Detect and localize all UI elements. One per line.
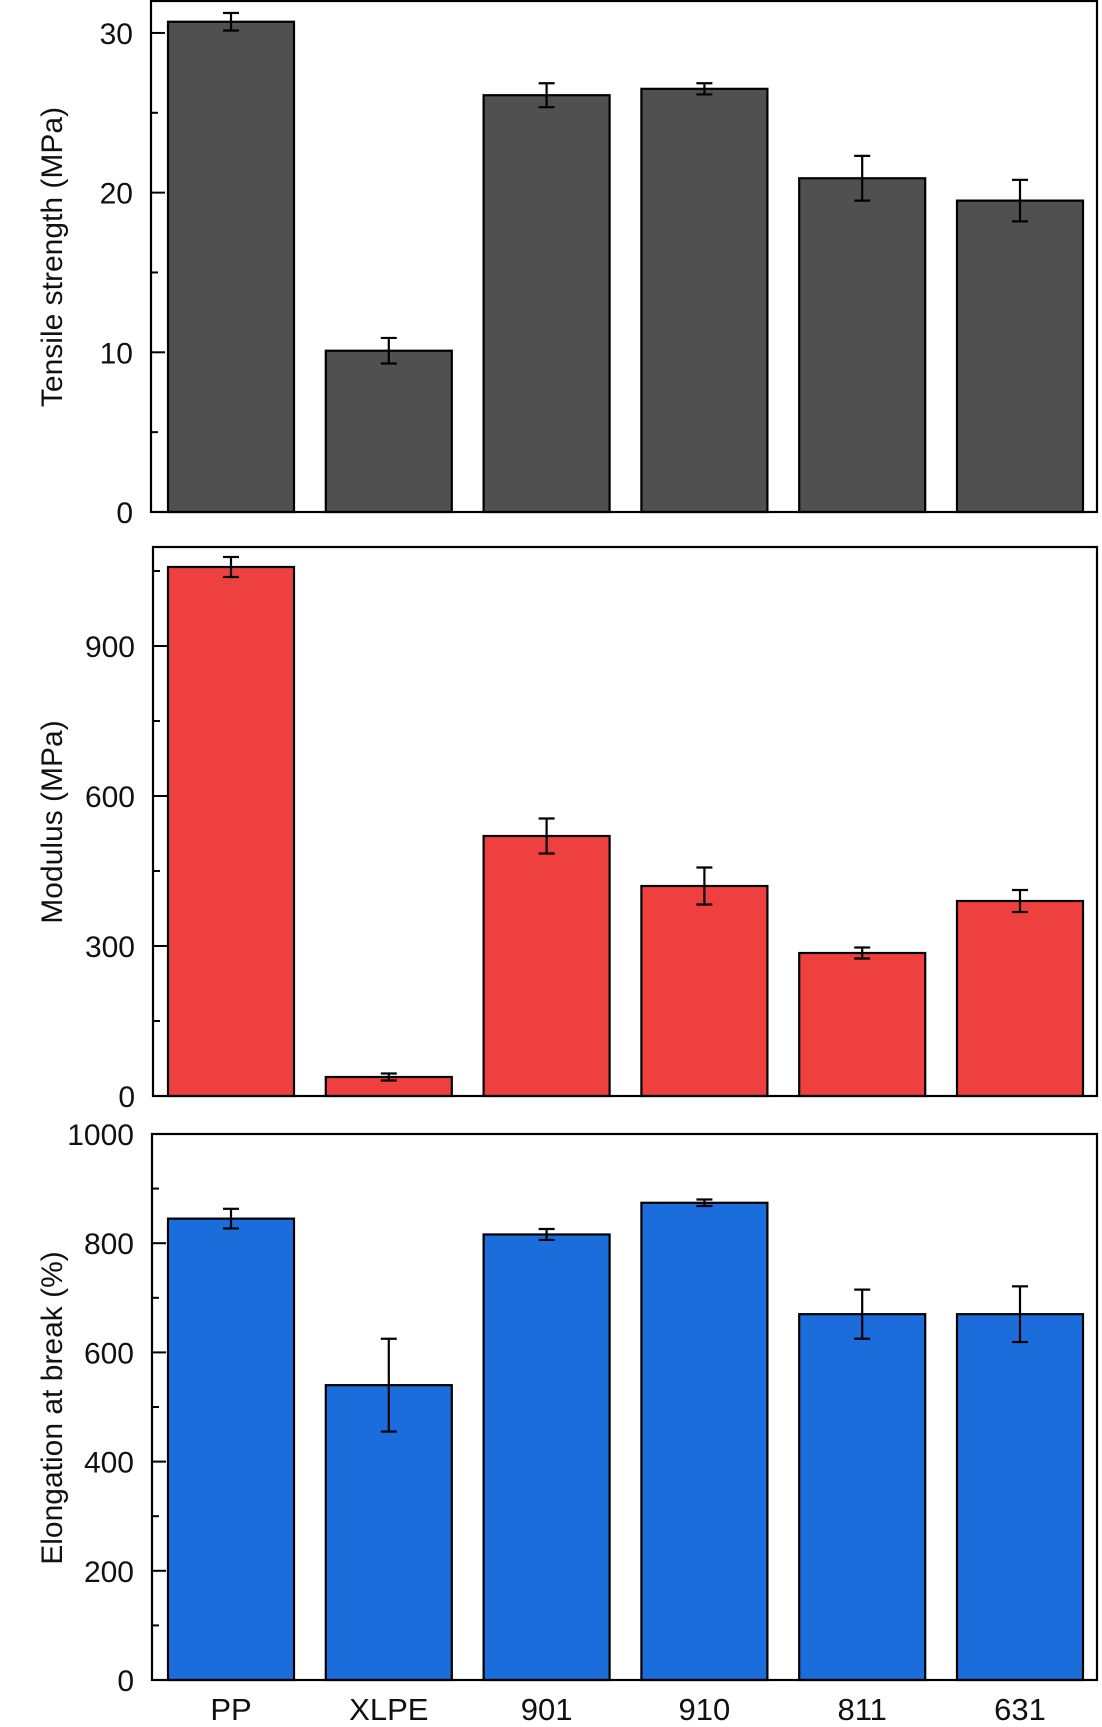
- x-tick-label: XLPE: [349, 1692, 428, 1727]
- y-tick-label: 300: [85, 931, 135, 964]
- y-axis-label: Tensile strength (MPa): [36, 107, 69, 407]
- bar-631: [955, 899, 1085, 1098]
- bar-xlpe: [324, 1384, 453, 1682]
- bar-pp: [166, 20, 296, 514]
- y-tick-label: 600: [84, 1337, 134, 1370]
- bar-pp: [166, 1217, 296, 1682]
- panel-3: 0 200 400 600 800 1000 Elongation at break (%)…: [36, 1119, 1099, 1727]
- error-bar-901: [538, 817, 555, 855]
- x-tick-label: 901: [521, 1692, 573, 1727]
- error-bar-811: [854, 154, 871, 202]
- error-bar-pp: [223, 555, 239, 579]
- error-bar-811: [854, 946, 871, 960]
- error-bar-811: [854, 1288, 871, 1340]
- bar-pp: [166, 565, 296, 1098]
- y-tick-label: 30: [100, 18, 133, 51]
- error-bar-910: [696, 1198, 713, 1208]
- y-tick-label: 200: [84, 1556, 134, 1589]
- y-tick-label: 20: [100, 178, 133, 211]
- error-bar-631: [1012, 178, 1028, 223]
- error-bar-910: [696, 866, 713, 906]
- bar-910: [640, 1201, 769, 1682]
- y-tick-label: 0: [117, 1665, 134, 1698]
- y-tick-label: 600: [85, 781, 135, 814]
- y-tick-label: 1000: [67, 1119, 134, 1152]
- error-bar-xlpe: [380, 336, 397, 365]
- x-tick-label: 811: [837, 1692, 886, 1727]
- bar-631: [955, 199, 1085, 514]
- bar-811: [798, 1313, 927, 1682]
- y-tick-label: 800: [84, 1228, 134, 1261]
- y-tick-label: 10: [100, 337, 133, 370]
- x-tick-label: 910: [679, 1692, 731, 1727]
- bar-631: [955, 1313, 1085, 1682]
- bar-901: [482, 1233, 611, 1682]
- error-bar-910: [696, 82, 713, 96]
- axes-frame: [151, 545, 1099, 1098]
- bar-811: [798, 951, 927, 1098]
- bar-811: [798, 177, 927, 514]
- error-bar-631: [1012, 1285, 1028, 1344]
- bar-910: [640, 87, 769, 514]
- error-bar-901: [538, 1227, 555, 1242]
- y-tick-label: 0: [116, 497, 133, 530]
- y-tick-label: 400: [84, 1447, 134, 1480]
- axes-frame: [149, 0, 1099, 514]
- panel-2: 0 300 600 900 Modulus (MPa): [36, 545, 1099, 1114]
- y-axis-label: Modulus (MPa): [36, 720, 69, 923]
- x-tick-label: PP: [210, 1692, 251, 1727]
- error-bar-631: [1012, 888, 1028, 914]
- y-tick-label: 0: [118, 1081, 135, 1114]
- bar-901: [482, 834, 611, 1098]
- bar-901: [482, 94, 611, 514]
- bar-910: [640, 884, 769, 1098]
- error-bar-xlpe: [380, 1072, 397, 1082]
- error-bar-pp: [223, 11, 239, 32]
- error-bar-pp: [223, 1207, 239, 1230]
- x-tick-label: 631: [994, 1692, 1046, 1727]
- panel-1: 0 10 20 30 Tensile strength (MPa): [36, 0, 1099, 530]
- error-bar-xlpe: [380, 1337, 397, 1433]
- bar-xlpe: [324, 349, 453, 514]
- y-tick-label: 900: [85, 631, 135, 664]
- error-bar-901: [538, 82, 555, 109]
- y-axis-label: Elongation at break (%): [36, 1251, 69, 1565]
